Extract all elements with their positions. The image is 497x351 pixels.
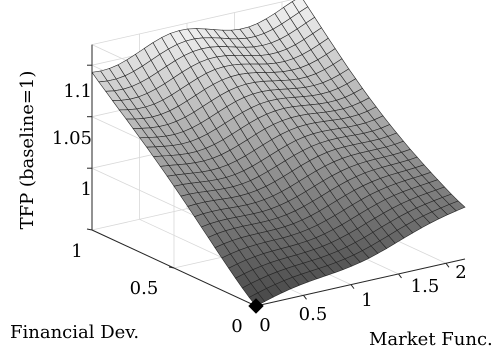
x-tick-label: 1 [361, 290, 372, 311]
x-tick-label: 0 [259, 315, 270, 336]
y-tick-mark [86, 228, 93, 231]
x-axis-label: Market Func. [369, 329, 493, 350]
z-tick-labels: 1.1 1.05 1 [52, 81, 92, 200]
surface [91, 0, 466, 307]
y-tick-label: 0.5 [130, 278, 159, 299]
x-axis-line [255, 258, 466, 307]
y-tick-mark [168, 266, 175, 269]
x-tick-label: 0.5 [299, 304, 328, 325]
gridline [91, 0, 293, 45]
z-tick-label: 1.05 [52, 128, 92, 149]
x-tick-labels: 0 0.5 1 1.5 2 [259, 262, 466, 336]
y-tick-label: 1 [71, 241, 82, 262]
x-tick-mark [350, 284, 355, 289]
y-tick-labels: 1 0.5 0 [71, 241, 242, 337]
z-tick-label: 1 [81, 179, 92, 200]
surface-cell [448, 200, 466, 212]
y-axis-label: Financial Dev. [10, 322, 139, 343]
x-tick-mark [398, 273, 402, 279]
z-tick-label: 1.1 [63, 81, 92, 102]
z-axis-label: TFP (baseline=1) [17, 71, 38, 230]
minimum-marker [248, 298, 264, 314]
x-tick-mark [445, 262, 450, 268]
x-tick-label: 1.5 [411, 276, 440, 297]
x-tick-mark [303, 295, 307, 300]
y-tick-label: 0 [231, 316, 242, 337]
x-tick-label: 2 [455, 262, 466, 283]
